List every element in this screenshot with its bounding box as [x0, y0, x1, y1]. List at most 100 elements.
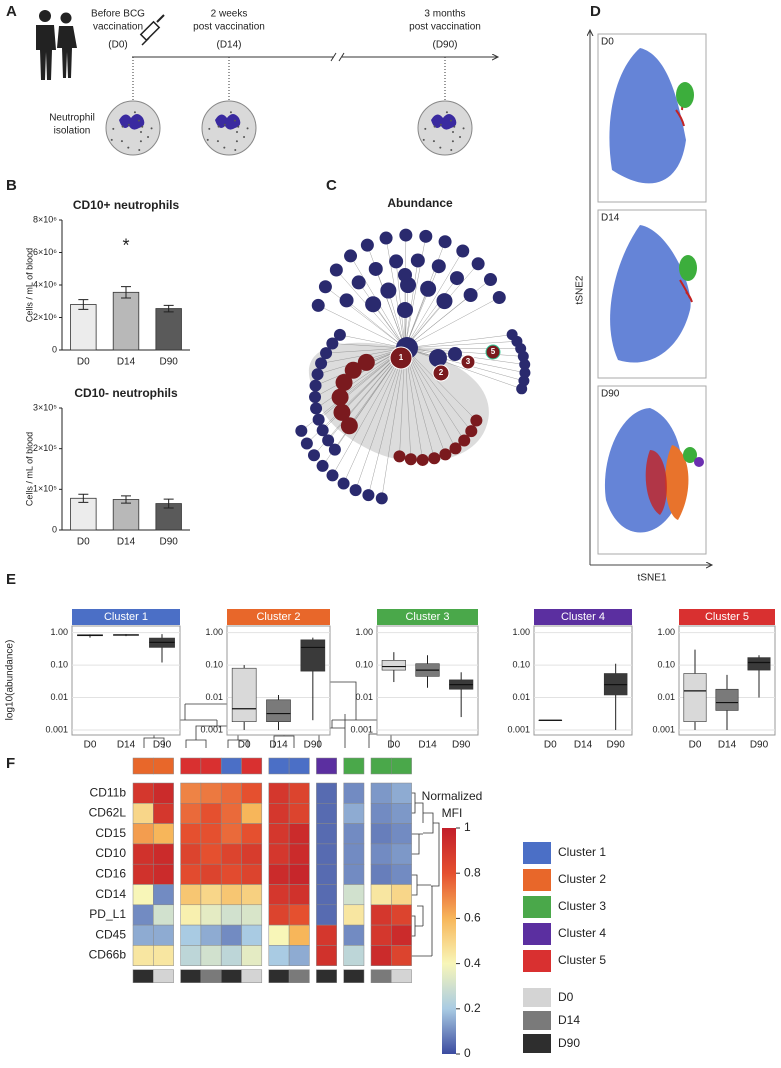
tsne-panel: D14: [597, 209, 707, 379]
significance: *: [122, 235, 129, 255]
timepoint-annotation: [370, 969, 392, 983]
node: [458, 434, 471, 447]
legend-label: Cluster 5: [558, 953, 606, 967]
y-tick-label: 0.001: [507, 724, 530, 734]
colorbar-tick-label: 0.4: [464, 956, 481, 970]
heat-cell: [220, 823, 242, 845]
heat-cell: [288, 843, 310, 865]
node: [380, 282, 397, 299]
heat-cell: [391, 843, 412, 865]
node: [519, 367, 531, 379]
node: [309, 391, 322, 404]
heat-cell: [153, 924, 174, 946]
tsne-panel: D0: [597, 33, 707, 203]
node: [404, 453, 417, 466]
heat-cell: [268, 823, 290, 845]
granule: [150, 127, 153, 130]
granule: [233, 119, 236, 122]
heat-cell: [132, 924, 154, 946]
heat-cell: [241, 782, 263, 804]
heat-cell: [200, 884, 222, 906]
node: [416, 453, 429, 466]
node: [360, 238, 374, 252]
node: [326, 337, 339, 350]
granule: [112, 127, 115, 130]
y-tick-label: 1.00: [355, 627, 373, 637]
axis-label: Cells / mL of blood: [24, 432, 34, 506]
heat-cell: [153, 803, 174, 824]
heat-cell: [200, 803, 222, 824]
node: [362, 489, 375, 502]
y-tick-label: 0.01: [50, 692, 68, 702]
heat-cell: [370, 782, 392, 804]
edge: [332, 347, 406, 476]
node: [333, 328, 346, 341]
heat-cell: [268, 924, 290, 946]
granule: [140, 131, 142, 133]
chart-title: CD10+ neutrophils: [73, 198, 180, 212]
x-tick-label: D14: [574, 740, 593, 751]
x-tick-label: D14: [418, 740, 437, 751]
heat-cell: [268, 904, 290, 926]
heat-cell: [132, 823, 154, 845]
heat-cell: [241, 863, 263, 885]
heat-cell: [316, 863, 337, 885]
x-tick-label: D14: [117, 740, 136, 751]
facet-title: Cluster 2: [256, 611, 300, 623]
heat-cell: [343, 904, 365, 926]
granule: [243, 135, 246, 138]
timeline-label: post vaccination: [193, 22, 265, 33]
x-tick-label: D0: [238, 740, 251, 751]
axis-break: [330, 52, 345, 62]
heat-cell: [132, 843, 154, 865]
edge: [404, 347, 465, 441]
node: [295, 424, 308, 437]
chart-title: CD10- neutrophils: [74, 386, 178, 400]
heat-cell: [200, 945, 222, 966]
legend-label: D0: [558, 990, 574, 1004]
x-tick-label: D0: [544, 740, 557, 751]
cluster-annotation: [200, 757, 222, 775]
cluster-annotation: [370, 757, 392, 775]
legend-swatch: [523, 869, 551, 891]
heat-cell: [220, 782, 242, 804]
heat-cell: [200, 924, 222, 946]
row-label: CD11b: [90, 785, 127, 799]
node: [315, 357, 328, 370]
colorbar-tick-label: 0.2: [464, 1001, 481, 1015]
bar: [70, 304, 97, 351]
labeled-node: [389, 346, 413, 370]
heat-cell: [391, 782, 412, 804]
heat-cell: [132, 863, 154, 885]
colorbar-tick-label: 0: [464, 1046, 471, 1060]
edge: [404, 334, 513, 349]
heat-cell: [180, 803, 202, 824]
granule: [452, 131, 454, 133]
node: [410, 253, 425, 268]
heat-cell: [220, 904, 242, 926]
node: [419, 229, 433, 243]
x-tick-label: D0: [84, 740, 97, 751]
box: [747, 657, 771, 671]
heat-cell: [220, 863, 242, 885]
heat-cell: [180, 924, 202, 946]
heat-cell: [343, 884, 365, 906]
node: [300, 437, 313, 450]
y-tick-label: 2×10⁶: [33, 312, 57, 322]
edge: [404, 250, 463, 349]
edge: [318, 305, 406, 349]
facet-title: Cluster 3: [405, 611, 449, 623]
isolation-label: isolation: [54, 126, 91, 137]
nucleus: [431, 114, 457, 130]
heat-cell: [370, 843, 392, 865]
labeled-node: [485, 344, 501, 360]
error-bar: [78, 493, 89, 503]
labeled-node: [432, 364, 450, 382]
timeline-label: 3 months: [424, 9, 465, 20]
node: [309, 379, 322, 392]
edge: [404, 347, 524, 357]
granule: [217, 125, 220, 128]
heat-cell: [220, 884, 242, 906]
node: [471, 257, 485, 271]
node: [337, 477, 350, 490]
